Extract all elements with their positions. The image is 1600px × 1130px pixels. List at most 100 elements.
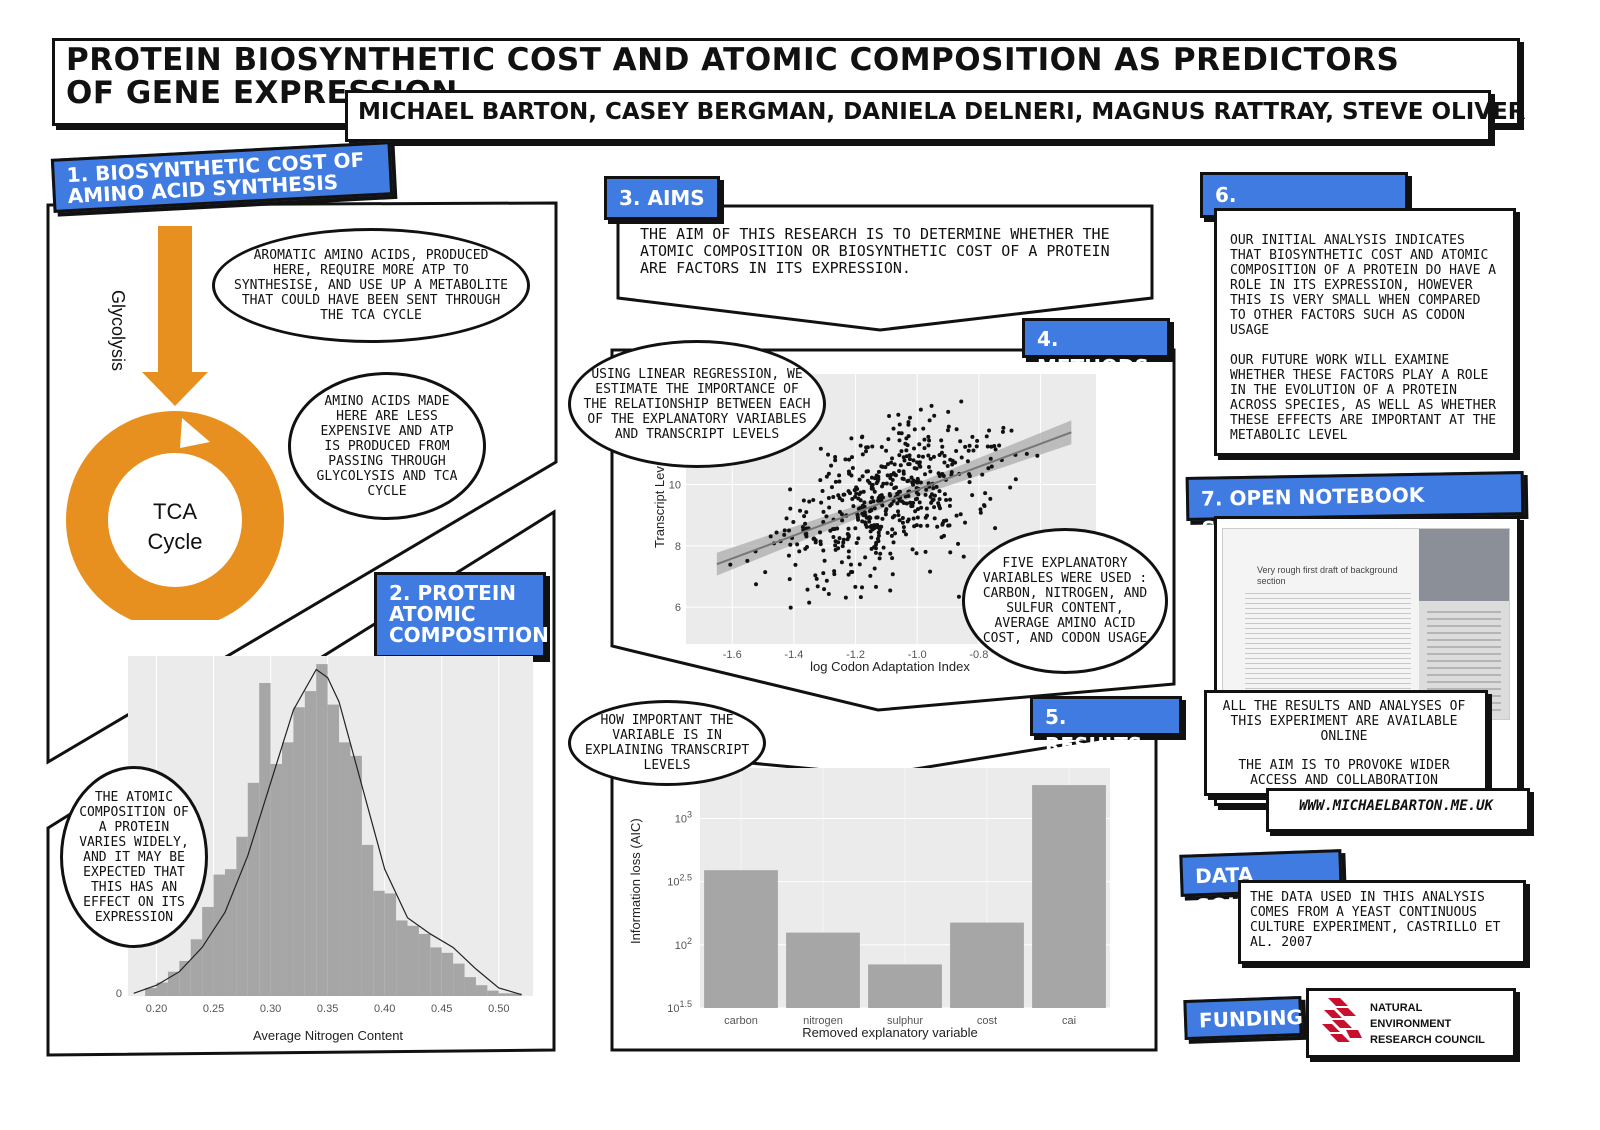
scatter-point (826, 452, 831, 457)
scatter-point (896, 513, 901, 518)
scatter-point (901, 455, 906, 460)
scatter-point (988, 456, 993, 461)
notebook-url[interactable]: WWW.MICHAELBARTON.ME.UK (1299, 798, 1493, 814)
scatter-point (928, 494, 933, 499)
scatter-point (970, 493, 975, 498)
scatter-point (804, 510, 809, 515)
scatter-point (871, 499, 876, 504)
blog-screenshot[interactable]: Very rough first draft of background sec… (1222, 528, 1510, 720)
histogram-bar (396, 920, 408, 996)
scatter-point (941, 474, 946, 479)
tca-ring (66, 411, 284, 620)
scatter-point (897, 468, 902, 473)
histogram-bar (236, 836, 248, 996)
scatter-point (876, 469, 881, 474)
glycolysis-label: Glycolysis (108, 290, 128, 372)
scatter-point (885, 473, 890, 478)
scatter-point (967, 443, 972, 448)
scatter-point (830, 527, 835, 532)
scatter-point (926, 443, 931, 448)
scatter-point (869, 535, 874, 540)
scatter-point (956, 541, 961, 546)
scatter-point (818, 530, 823, 535)
histogram-bar (247, 782, 260, 996)
scatter-point (874, 473, 879, 478)
scatter-point (946, 409, 951, 414)
scatter-ytick: 8 (675, 541, 681, 553)
nerc-name-line2: ENVIRONMENT (1370, 1018, 1452, 1030)
scatter-point (888, 551, 893, 556)
scatter-point (795, 542, 800, 547)
scatter-point (850, 497, 855, 502)
scatter-point (821, 509, 826, 514)
scatter-point (911, 458, 916, 463)
scatter-point (926, 453, 931, 458)
scatter-point (982, 504, 987, 509)
scatter-point (754, 582, 759, 587)
notebook-text-box (1204, 690, 1488, 796)
scatter-point (826, 495, 831, 500)
scatter-point (892, 513, 897, 518)
histogram-bar (487, 990, 499, 996)
scatter-xlabel: log Codon Adaptation Index (810, 659, 970, 674)
aic-bars (704, 785, 1106, 1008)
scatter-point (923, 549, 928, 554)
scatter-point (860, 434, 865, 439)
scatter-point (786, 528, 791, 533)
histogram-bars (145, 664, 522, 996)
scatter-point (768, 534, 773, 539)
aic-xtick: nitrogen (803, 1015, 843, 1027)
scatter-point (925, 523, 930, 528)
scatter-point (908, 500, 913, 505)
histogram-bar (156, 982, 168, 996)
scatter-point (832, 569, 837, 574)
scatter-point (971, 448, 976, 453)
scatter-point (939, 450, 944, 455)
scatter-point (802, 514, 807, 519)
scatter-point (813, 573, 818, 578)
aic-ylabel: Information loss (AIC) (628, 818, 643, 944)
scatter-point (858, 595, 863, 600)
scatter-point (803, 532, 808, 537)
scatter-point (876, 530, 881, 535)
scatter-point (946, 424, 951, 429)
scatter-point (986, 466, 991, 471)
scatter-point (853, 526, 858, 531)
scatter-point (840, 518, 845, 523)
scatter-point (985, 444, 990, 449)
authors-box (345, 90, 1491, 142)
aims-text: THE AIM OF THIS RESEARCH IS TO DETERMINE… (640, 225, 1110, 277)
histogram-xtick: 0.50 (488, 1003, 509, 1015)
scatter-point (854, 491, 859, 496)
conclusions-box (1214, 208, 1516, 456)
scatter-point (959, 455, 964, 460)
scatter-point (826, 591, 831, 596)
scatter-point (875, 536, 880, 541)
scatter-point (829, 485, 834, 490)
scatter-point (782, 528, 787, 533)
scatter-point (993, 447, 998, 452)
scatter-point (902, 458, 907, 463)
scatter-point (784, 516, 789, 521)
scatter-point (901, 525, 906, 530)
scatter-point (843, 595, 848, 600)
scatter-point (872, 506, 877, 511)
scatter-point (774, 530, 779, 535)
blog-sidebar-header (1419, 529, 1509, 601)
scatter-point (880, 484, 885, 489)
scatter-point (824, 514, 829, 519)
scatter-point (953, 460, 958, 465)
scatter-point (846, 572, 851, 577)
scatter-point (888, 472, 893, 477)
scatter-point (942, 460, 947, 465)
section7-heading: 7. OPEN NOTEBOOK SCIENCE (1185, 471, 1525, 541)
bubble-regression: USING LINEAR REGRESSION, WE ESTIMATE THE… (568, 340, 826, 468)
scatter-point (935, 524, 940, 529)
aic-ytick: 102.5 (667, 873, 692, 889)
scatter-point (833, 479, 838, 484)
scatter-ylabel: Transcript Lev (652, 466, 667, 548)
conclusions-para1: OUR INITIAL ANALYSIS INDICATES THAT BIOS… (1230, 233, 1497, 338)
histogram-ytick-0: 0 (116, 988, 122, 1000)
scatter-point (849, 436, 854, 441)
scatter-point (913, 497, 918, 502)
